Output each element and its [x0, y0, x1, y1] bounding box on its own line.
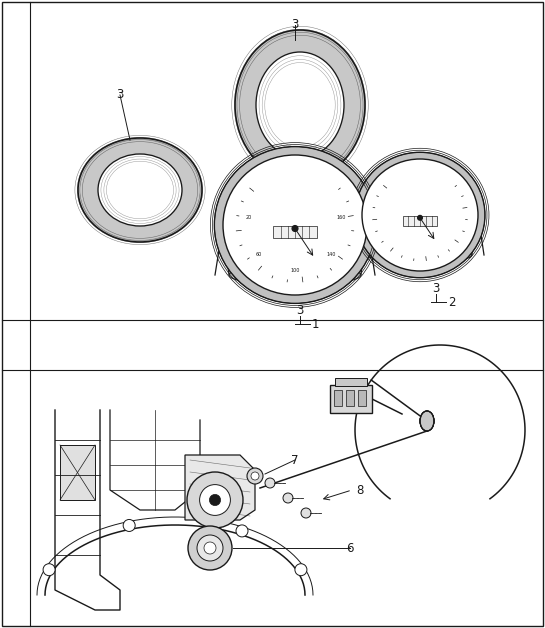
Text: 20: 20: [246, 215, 252, 220]
Circle shape: [123, 519, 135, 531]
Circle shape: [292, 225, 298, 231]
Circle shape: [197, 535, 223, 561]
Text: 2: 2: [448, 296, 456, 308]
Circle shape: [283, 493, 293, 503]
Bar: [274, 225, 317, 238]
Ellipse shape: [420, 411, 434, 431]
Ellipse shape: [256, 52, 344, 158]
Ellipse shape: [368, 247, 472, 263]
Polygon shape: [362, 209, 478, 255]
Bar: [358, 390, 366, 406]
Text: 160: 160: [336, 215, 346, 220]
Text: 6: 6: [346, 541, 354, 555]
Bar: [330, 385, 372, 413]
Ellipse shape: [355, 152, 485, 278]
Polygon shape: [221, 218, 368, 275]
Ellipse shape: [235, 30, 365, 180]
Bar: [334, 390, 342, 406]
Text: 7: 7: [291, 453, 299, 467]
Circle shape: [247, 468, 263, 484]
Circle shape: [251, 472, 259, 480]
Circle shape: [209, 494, 221, 506]
Circle shape: [188, 526, 232, 570]
Ellipse shape: [223, 155, 367, 295]
Circle shape: [265, 478, 275, 488]
Bar: [346, 390, 354, 406]
Bar: [403, 215, 438, 225]
Ellipse shape: [362, 159, 478, 271]
Circle shape: [43, 564, 55, 576]
Circle shape: [295, 564, 307, 576]
Ellipse shape: [229, 264, 361, 286]
Ellipse shape: [214, 146, 376, 303]
Text: 60: 60: [256, 252, 262, 257]
Circle shape: [199, 485, 231, 516]
Bar: [60, 445, 95, 500]
Text: 100: 100: [290, 268, 300, 273]
Text: 3: 3: [432, 281, 440, 295]
Circle shape: [417, 215, 422, 220]
Text: 8: 8: [356, 484, 364, 497]
Text: 3: 3: [296, 303, 304, 317]
Bar: [335, 378, 367, 386]
Ellipse shape: [98, 154, 182, 226]
Circle shape: [204, 542, 216, 554]
Text: 140: 140: [326, 252, 336, 257]
Text: 3: 3: [292, 18, 299, 31]
Ellipse shape: [78, 138, 202, 242]
Text: 3: 3: [116, 89, 124, 102]
Polygon shape: [185, 455, 255, 520]
Text: 1: 1: [312, 318, 319, 330]
Circle shape: [236, 525, 248, 537]
Circle shape: [301, 508, 311, 518]
Circle shape: [187, 472, 243, 528]
